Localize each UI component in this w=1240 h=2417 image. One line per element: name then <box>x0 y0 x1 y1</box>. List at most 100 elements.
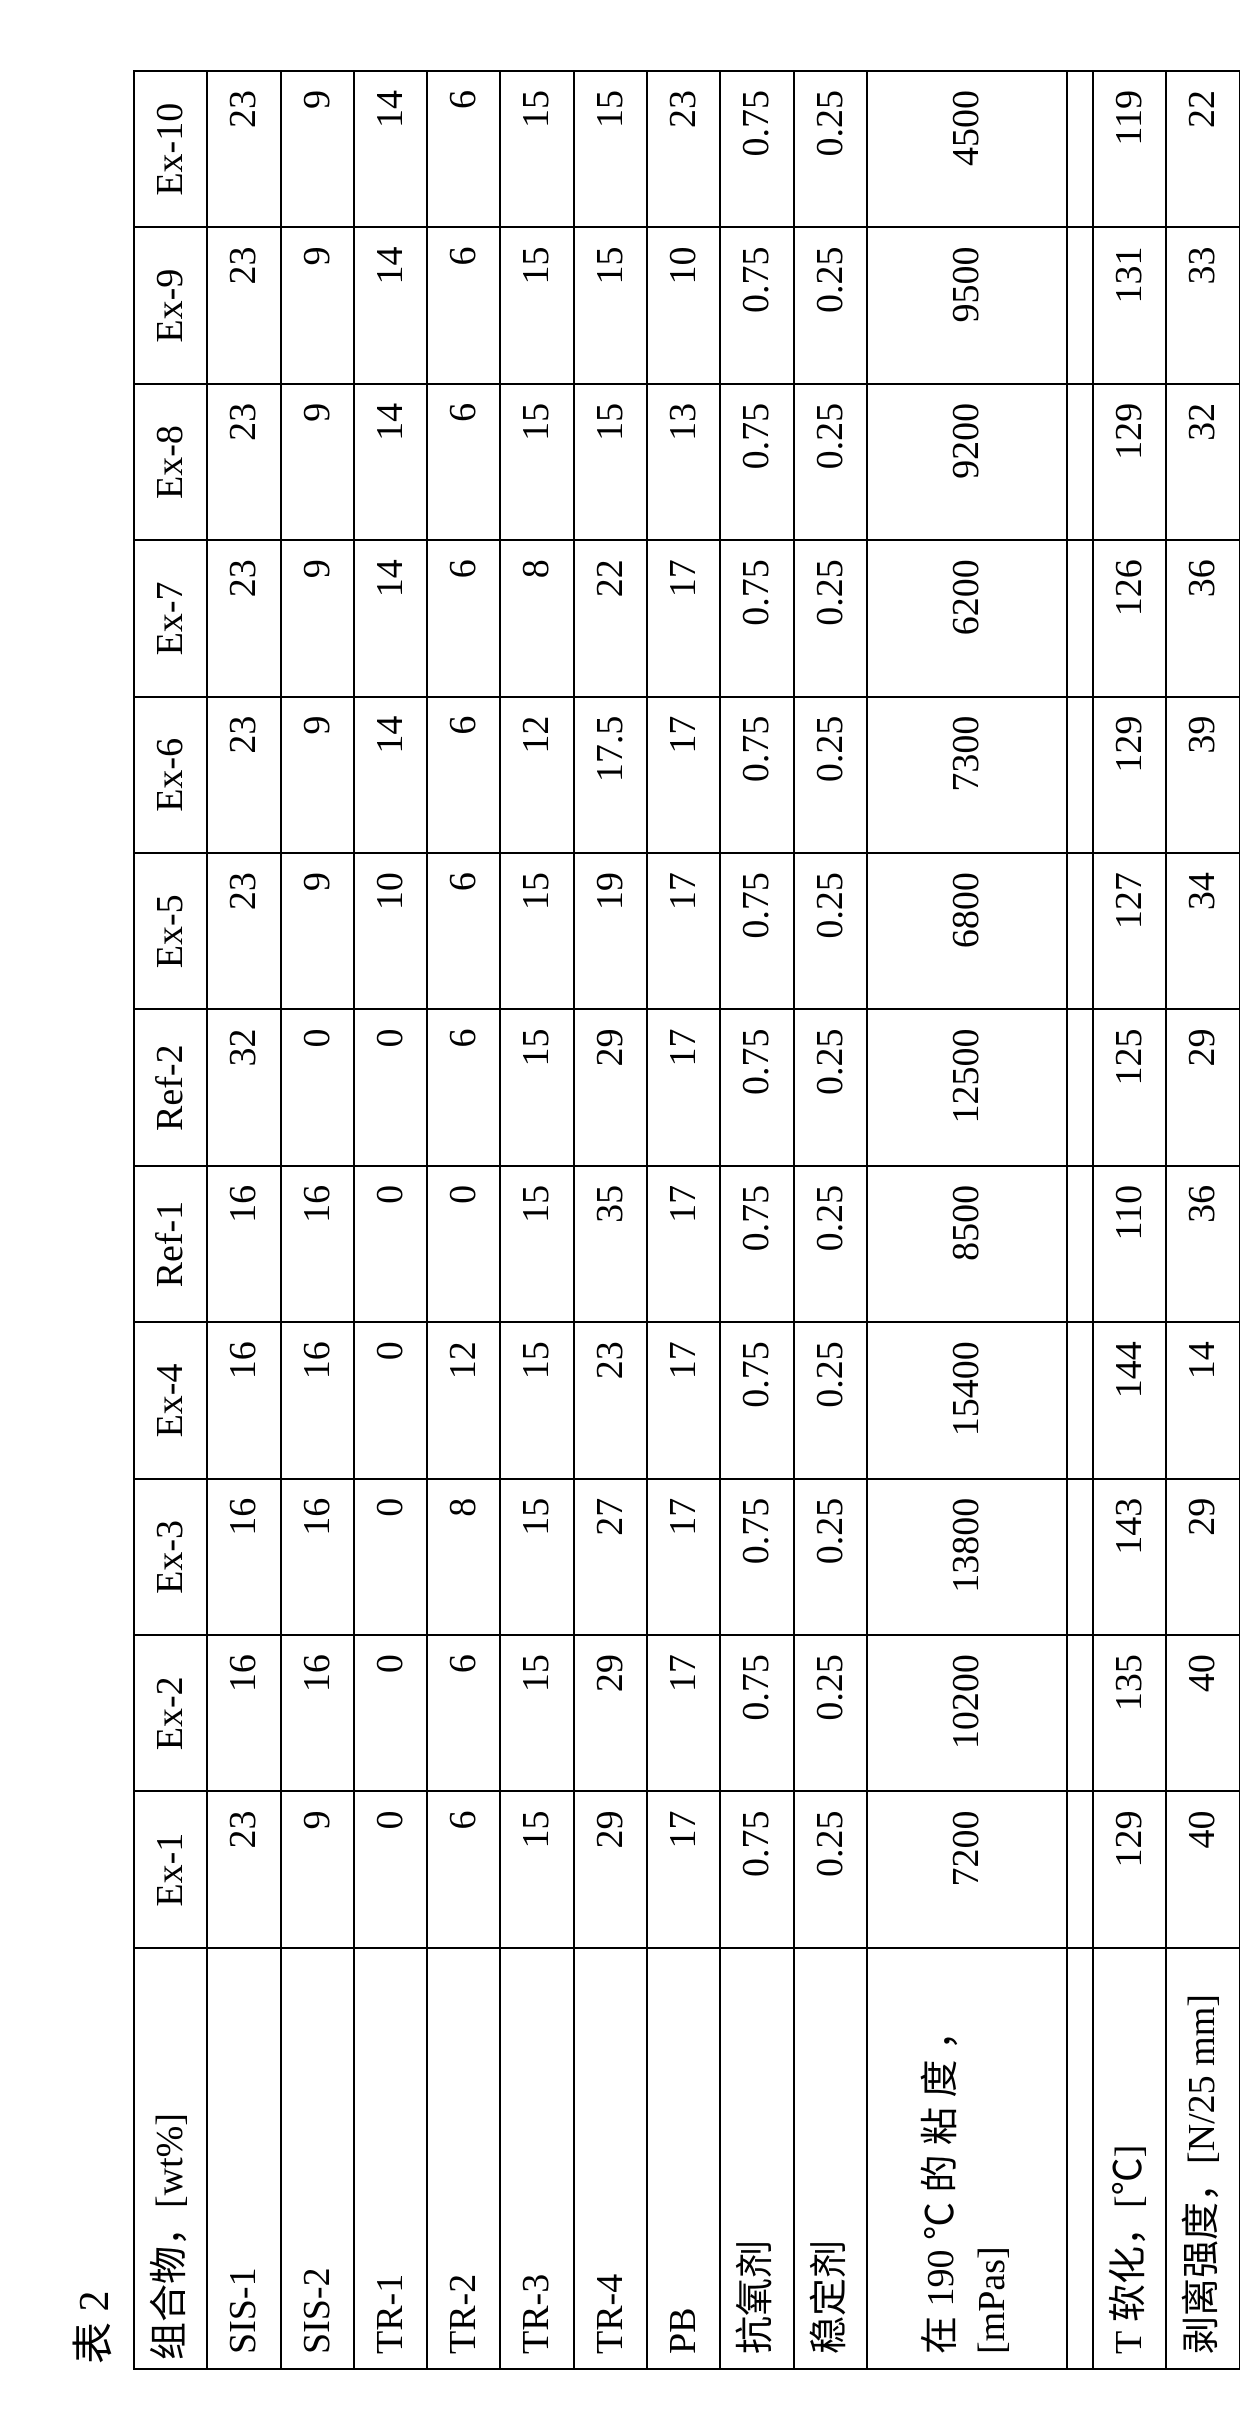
data-cell: 8 <box>427 1479 500 1635</box>
data-cell: 6 <box>427 1009 500 1165</box>
data-cell: 0.25 <box>794 227 867 383</box>
data-cell: 15 <box>574 71 647 227</box>
data-cell: 16 <box>281 1322 354 1478</box>
data-cell: 35 <box>574 1166 647 1322</box>
header-label: 组合物，[wt%] <box>134 1948 207 2369</box>
data-cell: 0.75 <box>720 540 793 696</box>
data-cell: 0.75 <box>720 853 793 1009</box>
table-row: TR-1000000101414141414 <box>354 71 427 2369</box>
table-row: 抗氧剂0.750.750.750.750.750.750.750.750.750… <box>720 71 793 2369</box>
data-cell: 17 <box>647 697 720 853</box>
data-cell: 9 <box>281 540 354 696</box>
data-cell: 0 <box>354 1635 427 1791</box>
table-row: SIS-1231616161632232323232323 <box>207 71 280 2369</box>
data-cell: 129 <box>1093 1792 1166 1948</box>
data-cell: 10 <box>354 853 427 1009</box>
data-cell: 7300 <box>867 697 1067 853</box>
rotated-content: 表 2 组合物，[wt%] Ex-1 Ex-2 Ex-3 Ex-4 Ref-1 … <box>60 50 1240 2370</box>
data-cell: 14 <box>354 227 427 383</box>
data-cell: 129 <box>1093 384 1166 540</box>
table-caption: 表 2 <box>60 50 121 2364</box>
data-cell: 135 <box>1093 1635 1166 1791</box>
data-cell: 15 <box>574 227 647 383</box>
data-cell: 0.75 <box>720 1009 793 1165</box>
data-cell: 14 <box>354 540 427 696</box>
data-cell: 143 <box>1093 1479 1166 1635</box>
data-cell: 15 <box>500 71 573 227</box>
data-cell: 39 <box>1166 697 1239 853</box>
data-cell: 6 <box>427 227 500 383</box>
spacer-cell <box>1067 384 1093 540</box>
data-cell: 0.75 <box>720 1322 793 1478</box>
col-header: Ex-7 <box>134 540 207 696</box>
data-cell: 17 <box>647 1635 720 1791</box>
data-cell: 23 <box>207 384 280 540</box>
composition-table: 组合物，[wt%] Ex-1 Ex-2 Ex-3 Ex-4 Ref-1 Ref-… <box>133 70 1240 2370</box>
col-header: Ex-2 <box>134 1635 207 1791</box>
data-cell: 15 <box>500 1322 573 1478</box>
data-cell: 16 <box>207 1166 280 1322</box>
col-header: Ex-8 <box>134 384 207 540</box>
row-label: TR-2 <box>427 1948 500 2369</box>
data-cell: 0.25 <box>794 853 867 1009</box>
row-label: 稳定剂 <box>794 1948 867 2369</box>
data-cell: 23 <box>207 227 280 383</box>
data-cell: 6 <box>427 384 500 540</box>
spacer-cell <box>1067 1792 1093 1948</box>
spacer-cell <box>1067 853 1093 1009</box>
data-cell: 17 <box>647 1009 720 1165</box>
data-cell: 15 <box>500 1792 573 1948</box>
row-label: TR-3 <box>500 1948 573 2369</box>
row-label: TR-4 <box>574 1948 647 2369</box>
data-cell: 23 <box>207 853 280 1009</box>
data-cell: 6 <box>427 697 500 853</box>
spacer-cell <box>1067 1948 1093 2369</box>
table-row: T 软化，[℃]12913514314411012512712912612913… <box>1093 71 1166 2369</box>
data-cell: 40 <box>1166 1792 1239 1948</box>
data-cell: 15400 <box>867 1322 1067 1478</box>
data-cell: 17 <box>647 1479 720 1635</box>
table-row: TR-26681206666666 <box>427 71 500 2369</box>
spacer-cell <box>1067 1479 1093 1635</box>
data-cell: 29 <box>1166 1479 1239 1635</box>
data-cell: 0.25 <box>794 540 867 696</box>
data-cell: 36 <box>1166 1166 1239 1322</box>
data-cell: 9 <box>281 697 354 853</box>
data-cell: 0.25 <box>794 697 867 853</box>
data-cell: 0 <box>354 1792 427 1948</box>
data-cell: 131 <box>1093 227 1166 383</box>
data-cell: 9500 <box>867 227 1067 383</box>
data-cell: 6200 <box>867 540 1067 696</box>
data-cell: 19 <box>574 853 647 1009</box>
data-cell: 12 <box>500 697 573 853</box>
data-cell: 16 <box>207 1479 280 1635</box>
data-cell: 9 <box>281 227 354 383</box>
data-cell: 15 <box>500 1479 573 1635</box>
table-row: TR-42929272335291917.522151515 <box>574 71 647 2369</box>
data-cell: 8 <box>500 540 573 696</box>
spacer-row <box>1067 71 1093 2369</box>
data-cell: 9200 <box>867 384 1067 540</box>
data-cell: 16 <box>281 1635 354 1791</box>
data-cell: 0.25 <box>794 1166 867 1322</box>
data-cell: 14 <box>354 384 427 540</box>
data-cell: 0 <box>354 1009 427 1165</box>
data-cell: 17 <box>647 540 720 696</box>
data-cell: 6800 <box>867 853 1067 1009</box>
data-cell: 0.25 <box>794 1322 867 1478</box>
data-cell: 6 <box>427 1792 500 1948</box>
data-cell: 14 <box>354 71 427 227</box>
col-header: Ex-6 <box>134 697 207 853</box>
data-cell: 0.75 <box>720 1635 793 1791</box>
spacer-cell <box>1067 697 1093 853</box>
data-cell: 29 <box>574 1792 647 1948</box>
data-cell: 0 <box>281 1009 354 1165</box>
data-cell: 144 <box>1093 1322 1166 1478</box>
col-header: Ex-3 <box>134 1479 207 1635</box>
data-cell: 0.75 <box>720 384 793 540</box>
row-label: PB <box>647 1948 720 2369</box>
col-header: Ex-4 <box>134 1322 207 1478</box>
data-cell: 23 <box>207 540 280 696</box>
data-cell: 32 <box>207 1009 280 1165</box>
data-cell: 0.25 <box>794 384 867 540</box>
